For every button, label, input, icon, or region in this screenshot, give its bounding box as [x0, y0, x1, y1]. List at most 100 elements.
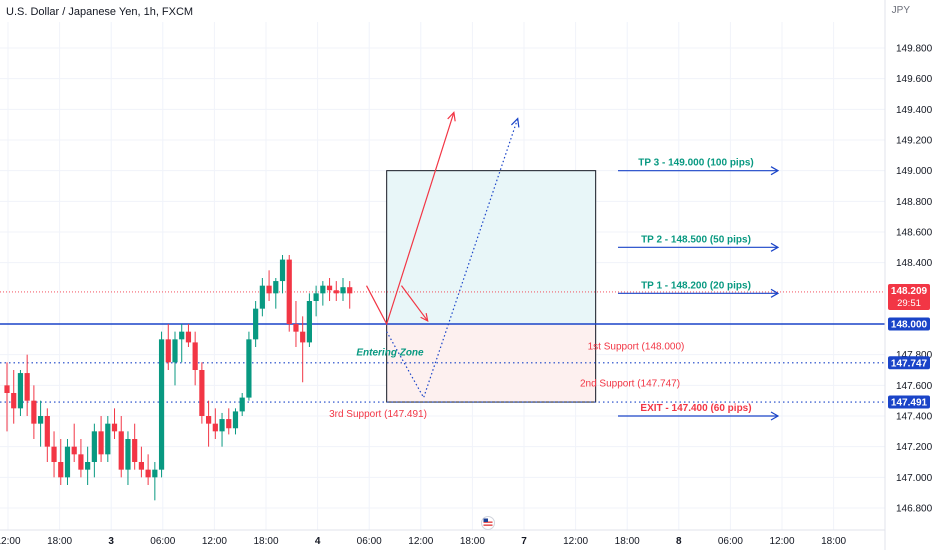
target-label: TP 1 - 148.200 (20 pips): [641, 280, 751, 291]
y-tick-label: 148.600: [896, 228, 932, 239]
x-tick-label: 12:00: [202, 536, 227, 547]
price-label-badge: [888, 395, 930, 409]
target-label: TP 3 - 149.000 (100 pips): [638, 158, 753, 169]
candle-body: [78, 454, 84, 470]
candle-body: [58, 462, 64, 478]
candle-body: [4, 385, 10, 393]
x-tick-label: 12:00: [769, 536, 794, 547]
x-tick-label: 18:00: [47, 536, 72, 547]
y-tick-label: 147.200: [896, 442, 932, 453]
candle-body: [286, 259, 292, 324]
x-tick-label: 7: [521, 536, 527, 547]
candle-body: [266, 285, 272, 294]
candle-body: [206, 416, 212, 424]
candle-body: [246, 339, 252, 398]
x-tick-label: 06:00: [718, 536, 743, 547]
candle-body: [199, 370, 205, 416]
candle-body: [333, 290, 339, 294]
candle-body: [293, 324, 299, 332]
candle-body: [51, 446, 57, 462]
candle-body: [306, 301, 312, 343]
target-label: EXIT - 147.400 (60 pips): [640, 403, 751, 414]
candle-body: [192, 342, 198, 370]
candle-body: [300, 331, 306, 343]
x-tick-label: 18:00: [460, 536, 485, 547]
us-flag-canton: [483, 518, 488, 522]
x-tick-label: 06:00: [357, 536, 382, 547]
x-tick-label: 12:00: [0, 536, 21, 547]
scenario-1-path: [365, 112, 455, 326]
candle-body: [132, 439, 138, 462]
target-arrowhead: [770, 411, 780, 421]
candle-body: [85, 462, 91, 470]
candle-body: [326, 285, 333, 291]
y-tick-label: 146.800: [896, 504, 932, 515]
y-tick-label: 148.800: [896, 197, 932, 208]
candle-body: [165, 339, 171, 363]
candle-body: [259, 285, 265, 309]
target-label: TP 2 - 148.500 (50 pips): [641, 234, 751, 245]
x-tick-label: 18:00: [253, 536, 278, 547]
candle-body: [185, 331, 192, 343]
price-label-text: 147.747: [891, 358, 928, 369]
x-tick-label: 8: [676, 536, 682, 547]
candle-body: [340, 287, 346, 294]
annotation-label: Entering Zone: [356, 348, 424, 359]
candle-body: [226, 419, 232, 429]
candle-body: [138, 462, 144, 470]
currency-label: JPY: [891, 5, 910, 16]
y-tick-label: 147.600: [896, 381, 932, 392]
price-label-text: 148.000: [891, 320, 928, 331]
candle-body: [152, 469, 158, 478]
y-tick-label: 149.000: [896, 166, 932, 177]
entry-arrow-line: [400, 285, 429, 322]
y-tick-label: 148.400: [896, 258, 932, 269]
candle-body: [111, 423, 118, 432]
candle-body: [253, 308, 259, 340]
y-tick-label: 147.800: [896, 350, 932, 361]
annotation-label: 3rd Support (147.491): [329, 409, 427, 420]
candle-body: [91, 431, 97, 462]
us-flag-stripe: [483, 524, 493, 526]
y-tick-label: 149.600: [896, 74, 932, 85]
x-tick-label: 4: [315, 536, 321, 547]
candle-body: [105, 423, 111, 455]
entry-arrowhead: [420, 312, 429, 323]
candle-body: [313, 293, 319, 301]
x-tick-label: 12:00: [408, 536, 433, 547]
price-label-badge: [888, 317, 930, 331]
zone-target-zone: [386, 170, 596, 324]
candle-body: [158, 339, 165, 470]
y-tick-label: 149.800: [896, 44, 932, 55]
candle-body: [71, 446, 77, 455]
scenario-2-arrowhead: [510, 117, 520, 128]
candle-body: [239, 397, 245, 412]
candle-body: [232, 411, 239, 429]
candle-body: [179, 331, 185, 340]
candle-body: [17, 373, 24, 409]
candle-body: [64, 446, 71, 478]
price-label-badge: [888, 283, 930, 310]
us-flag-icon: [481, 516, 495, 530]
countdown-text: 29:51: [897, 298, 921, 309]
scenario-2-path: [386, 118, 519, 400]
candle-body: [320, 285, 326, 294]
candle-body: [347, 287, 353, 294]
symbol-title: U.S. Dollar / Japanese Yen, 1h, FXCM: [6, 6, 194, 18]
candle-body: [118, 431, 124, 470]
candle-body: [24, 373, 30, 401]
x-tick-label: 12:00: [563, 536, 588, 547]
candle-body: [145, 469, 151, 478]
target-arrowhead: [770, 242, 780, 252]
x-tick-label: 18:00: [821, 536, 846, 547]
scenario-1-arrowhead: [447, 111, 456, 122]
price-label-text: 148.209: [891, 286, 928, 297]
price-label-text: 147.491: [891, 398, 928, 409]
y-tick-label: 149.400: [896, 105, 932, 116]
candle-body: [273, 281, 279, 294]
y-tick-label: 147.000: [896, 473, 932, 484]
annotation-label: 1st Support (148.000): [588, 341, 685, 352]
x-tick-label: 06:00: [150, 536, 175, 547]
